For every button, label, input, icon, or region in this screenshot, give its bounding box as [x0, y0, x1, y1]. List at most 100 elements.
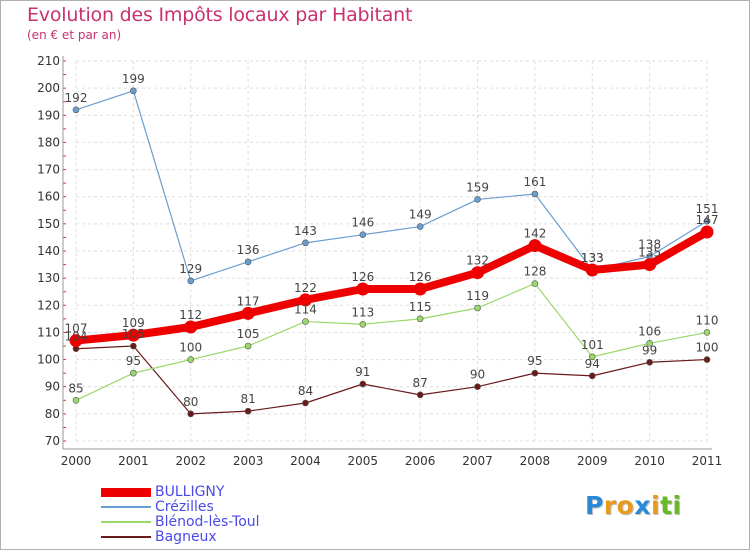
data-label: 105	[237, 327, 260, 341]
data-label: 151	[696, 202, 719, 216]
data-label: 117	[237, 294, 260, 308]
data-point	[298, 293, 312, 307]
data-label: 126	[351, 270, 374, 284]
data-label: 143	[294, 224, 317, 238]
data-label: 159	[466, 180, 489, 194]
logo-letter: P	[585, 491, 604, 520]
data-point	[413, 282, 427, 296]
data-point	[302, 318, 309, 325]
data-label: 91	[355, 365, 370, 379]
data-label: 100	[696, 341, 719, 355]
data-point	[356, 282, 370, 296]
data-label: 105	[122, 327, 145, 341]
y-tick-label: 120	[37, 298, 60, 312]
legend-swatch	[101, 487, 151, 497]
y-tick-label: 110	[37, 325, 60, 339]
x-tick-label: 2006	[405, 454, 436, 468]
data-label: 84	[298, 384, 313, 398]
data-point	[588, 353, 596, 361]
data-point	[643, 258, 657, 272]
logo-letter: i	[672, 491, 682, 520]
data-label: 104	[65, 330, 88, 344]
x-tick-label: 2001	[118, 454, 149, 468]
x-tick-label: 2010	[634, 454, 665, 468]
legend-label: Crézilles	[155, 499, 214, 515]
y-tick-label: 80	[45, 407, 60, 421]
data-label: 128	[523, 265, 546, 279]
data-point	[359, 320, 367, 328]
logo-letter: i	[651, 491, 661, 520]
data-point	[531, 369, 539, 377]
y-tick-label: 210	[37, 54, 60, 68]
data-label: 101	[581, 338, 604, 352]
chart-subtitle: (en € et par an)	[27, 28, 122, 42]
data-point	[302, 399, 309, 407]
y-tick-label: 190	[37, 108, 60, 122]
logo-letter: o	[616, 491, 635, 520]
series-line-1	[75, 90, 708, 282]
legend-swatch	[101, 521, 151, 523]
data-label: 99	[642, 343, 657, 357]
x-tick-label: 2009	[577, 454, 608, 468]
data-label: 122	[294, 281, 317, 295]
data-point	[531, 280, 539, 287]
data-point	[588, 372, 596, 380]
data-point	[703, 217, 711, 225]
series-line-3	[75, 345, 708, 415]
y-tick-label: 160	[37, 190, 60, 204]
legend-label: BULLIGNY	[155, 484, 225, 500]
data-point	[416, 223, 424, 230]
data-point	[187, 356, 195, 363]
data-point	[130, 87, 137, 95]
data-point	[531, 190, 539, 198]
data-point	[241, 306, 255, 320]
data-point	[359, 231, 367, 239]
x-tick-label: 2003	[233, 454, 264, 468]
data-label: 85	[68, 381, 83, 395]
data-point	[700, 225, 714, 239]
data-label: 115	[409, 300, 432, 314]
data-point	[187, 277, 195, 285]
data-label: 80	[183, 395, 198, 409]
data-label: 132	[466, 254, 489, 268]
y-tick-label: 140	[37, 244, 60, 258]
legend-label: Bagneux	[155, 529, 217, 545]
data-label: 192	[65, 91, 88, 105]
data-point	[126, 328, 140, 342]
data-point	[585, 263, 599, 277]
data-label: 119	[466, 289, 489, 303]
data-label: 95	[527, 354, 542, 368]
y-tick-label: 130	[37, 271, 60, 285]
data-point	[187, 410, 195, 418]
x-tick-label: 2000	[61, 454, 92, 468]
data-point	[416, 391, 424, 399]
data-label: 138	[638, 237, 661, 251]
data-point	[474, 304, 481, 312]
data-point	[244, 258, 252, 266]
y-tick-label: 150	[37, 217, 60, 231]
data-label: 161	[523, 175, 546, 189]
data-point	[471, 266, 485, 280]
data-label: 81	[240, 392, 255, 406]
data-label: 147	[696, 213, 719, 227]
data-label: 129	[179, 262, 202, 276]
data-point	[646, 339, 653, 347]
series-line-2	[75, 282, 708, 401]
data-point	[474, 196, 481, 203]
x-tick-label: 2008	[520, 454, 551, 468]
data-label: 106	[638, 324, 661, 338]
legend-swatch	[101, 506, 151, 508]
y-tick-label: 70	[45, 434, 60, 448]
data-label: 109	[122, 316, 145, 330]
x-tick-label: 2004	[290, 454, 321, 468]
data-label: 114	[294, 303, 317, 317]
data-label: 90	[470, 368, 485, 382]
data-point	[359, 380, 367, 388]
data-point	[416, 315, 424, 323]
data-label: 112	[179, 308, 202, 322]
data-label: 142	[523, 227, 546, 241]
logo-letter: r	[603, 491, 617, 520]
data-label: 100	[179, 341, 202, 355]
